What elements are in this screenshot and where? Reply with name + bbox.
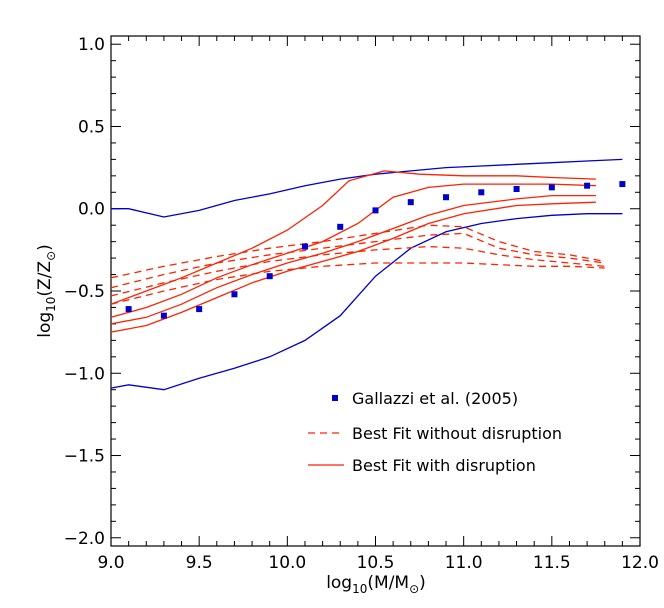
- legend-label-with-disruption: Best Fit with disruption: [352, 456, 536, 475]
- x-tick-label: 12.0: [621, 553, 659, 573]
- data-point: [337, 223, 344, 230]
- y-tick-label: 0.0: [78, 200, 105, 220]
- x-tick-label: 9.5: [186, 553, 213, 573]
- blue-line-1: [110, 213, 623, 391]
- red-dashed-line-1: [110, 232, 605, 289]
- x-axis-label: log10(M/M⊙): [326, 573, 426, 596]
- red-solid-line-1: [110, 183, 596, 318]
- red-solid-line-3: [110, 201, 596, 333]
- red-solid-line-2: [110, 194, 596, 325]
- y-tick-label: −0.5: [64, 282, 105, 302]
- legend-marker-square: [332, 395, 338, 401]
- y-tick-label: −1.5: [64, 447, 105, 467]
- data-point: [266, 273, 273, 280]
- y-tick-label: 0.5: [78, 117, 105, 137]
- data-point: [513, 186, 520, 192]
- data-point: [231, 291, 238, 298]
- red-dashed-line-2: [110, 245, 605, 297]
- data-point: [160, 312, 167, 319]
- red-dashed-line-3: [110, 262, 605, 305]
- legend-label-without-disruption: Best Fit without disruption: [352, 424, 562, 443]
- red-dashed-line-0: [110, 224, 605, 279]
- data-point: [619, 181, 626, 188]
- y-tick-label: −1.0: [64, 364, 105, 384]
- x-tick-label: 11.0: [445, 553, 483, 573]
- data-point: [478, 189, 485, 196]
- data-point: [584, 182, 591, 189]
- legend-label-gallazzi: Gallazzi et al. (2005): [352, 389, 518, 408]
- x-tick-label: 10.0: [268, 553, 306, 573]
- data-point: [196, 306, 203, 313]
- red-solid-line-0: [110, 170, 596, 305]
- y-axis-label: log10(Z/Z⊙): [35, 244, 58, 338]
- data-point: [301, 243, 308, 250]
- data-point: [407, 199, 414, 206]
- ticks: [110, 36, 641, 546]
- legend: Gallazzi et al. (2005) Best Fit without …: [308, 389, 562, 475]
- data-point: [125, 306, 132, 313]
- x-tick-label: 11.5: [533, 553, 571, 573]
- blue-line-0: [111, 158, 623, 218]
- y-tick-label: −2.0: [64, 529, 105, 549]
- data-point: [443, 194, 450, 201]
- x-tick-label: 10.5: [357, 553, 395, 573]
- x-tick-label: 9.0: [97, 553, 124, 573]
- y-tick-label: 1.0: [78, 35, 105, 55]
- series: [110, 158, 623, 391]
- data-point: [548, 184, 555, 191]
- data-point: [372, 207, 379, 214]
- tick-labels: 9.0 9.5 10.0 10.5 11.0 11.5 12.0 −2.0 −1.5 −1.0 −0…: [64, 35, 659, 573]
- data-points: [125, 181, 626, 319]
